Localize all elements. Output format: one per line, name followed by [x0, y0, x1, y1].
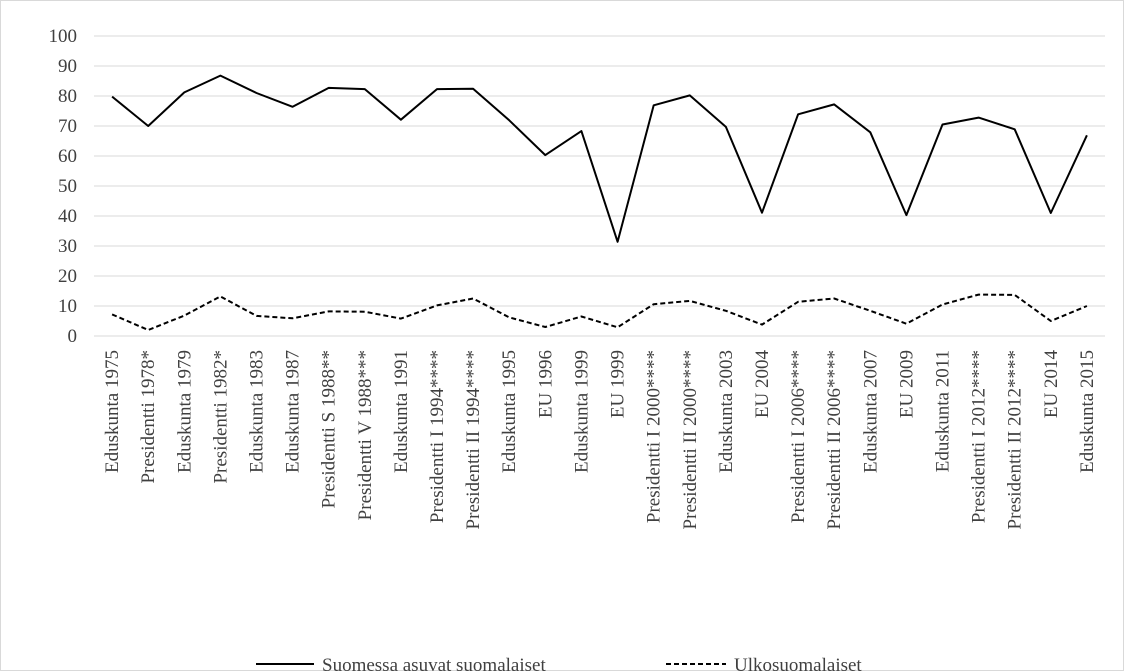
x-tick-label: Presidentti II 1994****: [463, 350, 484, 529]
x-tick-label: Presidentti I 1994****: [427, 350, 448, 523]
y-tick-label: 90: [58, 56, 77, 77]
y-tick-label: 10: [58, 296, 77, 317]
y-tick-label: 20: [58, 266, 77, 287]
x-tick-label: Presidentti I 2012****: [969, 350, 990, 523]
y-tick-label: 50: [58, 176, 77, 197]
legend-label-series-2: Ulkosuomalaiset: [734, 655, 862, 672]
legend-label-series-1: Suomessa asuvat suomalaiset: [322, 655, 546, 672]
x-tick-label: Presidentti V 1988***: [355, 350, 376, 520]
x-tick-label: EU 2004: [752, 350, 773, 419]
x-tick-label: EU 2014: [1041, 350, 1062, 419]
x-tick-label: Presidentti S 1988**: [319, 350, 340, 508]
x-tick-label: Eduskunta 1991: [391, 350, 412, 473]
x-tick-label: Presidentti II 2006****: [824, 350, 845, 529]
x-tick-label: Eduskunta 2007: [860, 350, 881, 473]
y-tick-label: 100: [49, 26, 78, 47]
x-tick-label: EU 1999: [608, 350, 629, 418]
x-tick-label: Eduskunta 1987: [283, 350, 304, 473]
legend: Suomessa asuvat suomalaiset Ulkosuomalai…: [256, 655, 862, 672]
y-tick-label: 70: [58, 116, 77, 137]
x-tick-label: Eduskunta 1983: [246, 350, 267, 473]
y-tick-label: 80: [58, 86, 77, 107]
x-tick-label: Eduskunta 1979: [174, 350, 195, 473]
x-tick-label: EU 1996: [535, 350, 556, 418]
x-tick-label: Presidentti 1982*: [210, 350, 231, 484]
x-tick-label: Eduskunta 1975: [102, 350, 123, 473]
series-line-2: [111, 293, 1088, 331]
x-axis-tick-labels: Eduskunta 1975 Presidentti 1978* Eduskunta…: [102, 350, 1098, 530]
y-axis-tick-labels: 0 10 20 30 40 50 60 70 80 90 100: [49, 26, 78, 347]
y-tick-label: 0: [68, 326, 78, 347]
x-tick-label: EU 2009: [896, 350, 917, 418]
series-lines: [111, 74, 1088, 331]
y-tick-label: 30: [58, 236, 77, 257]
x-tick-label: Eduskunta 1999: [571, 350, 592, 473]
x-tick-label: Presidentti I 2006****: [788, 350, 809, 523]
x-tick-label: Presidentti II 2012****: [1005, 350, 1026, 529]
y-tick-label: 60: [58, 146, 77, 167]
y-tick-label: 40: [58, 206, 77, 227]
x-tick-label: Presidentti 1978*: [138, 350, 159, 484]
x-tick-label: Eduskunta 2011: [933, 350, 954, 472]
series-line-1: [111, 74, 1088, 243]
x-tick-label: Eduskunta 2003: [716, 350, 737, 473]
x-tick-label: Presidentti II 2000****: [680, 350, 701, 529]
x-tick-label: Eduskunta 2015: [1077, 350, 1098, 473]
x-tick-label: Presidentti I 2000****: [644, 350, 665, 523]
x-tick-label: Eduskunta 1995: [499, 350, 520, 473]
